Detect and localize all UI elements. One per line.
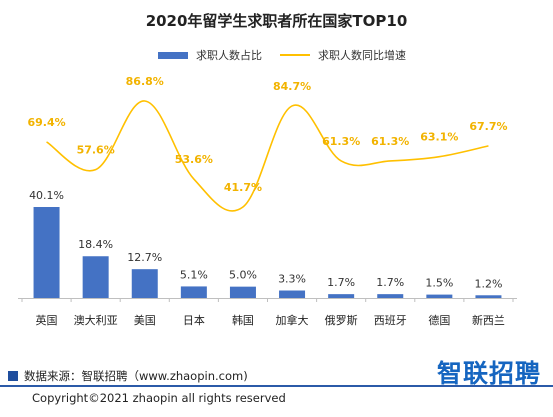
category-label: 西班牙 — [374, 314, 407, 327]
bar-value-label: 5.0% — [229, 269, 257, 282]
source-text: 数据来源：智联招聘（www.zhaopin.com) — [24, 369, 248, 383]
brand-logo: 智联招聘 — [437, 359, 542, 388]
legend-line-swatch — [280, 54, 310, 56]
line-value-label: 63.1% — [420, 131, 458, 144]
line-value-label: 57.6% — [77, 144, 115, 157]
legend-item-bar: 求职人数占比 — [158, 47, 262, 63]
category-label: 新西兰 — [472, 313, 505, 327]
growth-rate-line — [46, 100, 489, 212]
legend-bar-label: 求职人数占比 — [196, 49, 262, 62]
line-value-label: 67.7% — [469, 120, 507, 133]
legend-item-line: 求职人数同比增速 — [280, 47, 406, 63]
footer-divider — [0, 385, 553, 387]
line-value-label: 86.8% — [126, 75, 164, 88]
bar — [229, 286, 256, 298]
category-label: 日本 — [183, 313, 205, 327]
category-label: 美国 — [134, 314, 156, 327]
bar-value-label: 18.4% — [78, 238, 113, 251]
line-value-label: 61.3% — [322, 135, 360, 148]
bar — [180, 286, 207, 298]
category-label: 德国 — [428, 313, 450, 327]
bar-value-label: 12.7% — [127, 251, 162, 264]
category-label: 英国 — [36, 313, 58, 327]
category-label: 澳大利亚 — [74, 313, 118, 327]
bar-value-label: 1.2% — [474, 277, 502, 290]
category-label: 俄罗斯 — [325, 314, 358, 327]
source-marker-icon — [8, 371, 18, 381]
bar-value-label: 5.1% — [180, 268, 208, 281]
bar — [279, 290, 306, 298]
line-value-label: 84.7% — [273, 80, 311, 93]
line-value-label: 61.3% — [371, 135, 409, 148]
data-source: 数据来源：智联招聘（www.zhaopin.com) — [8, 368, 248, 384]
chart-plot: 40.1% 英国 18.4% 澳大利亚 12.7% 美国 5.1% 日本 5.0% 韩国 3.3% 加… — [18, 75, 517, 327]
bar — [426, 294, 453, 298]
chart-title: 2020年留学生求职者所在国家TOP10 — [145, 12, 408, 30]
bar — [328, 294, 355, 298]
legend-bar-swatch — [158, 51, 188, 59]
line-value-label: 69.4% — [27, 116, 65, 129]
bar-value-label: 1.5% — [425, 277, 453, 290]
category-label: 韩国 — [232, 313, 254, 327]
category-label: 加拿大 — [276, 313, 309, 327]
bar — [377, 294, 404, 298]
bar — [475, 295, 502, 298]
copyright-text: Copyright©2021 zhaopin all rights reserv… — [32, 391, 286, 405]
line-value-label: 41.7% — [224, 181, 262, 194]
bar-value-label: 1.7% — [376, 276, 404, 289]
bar-value-label: 1.7% — [327, 276, 355, 289]
bar-value-label: 3.3% — [278, 273, 306, 286]
bar — [82, 256, 109, 298]
bar-value-label: 40.1% — [29, 189, 64, 202]
line-value-label: 53.6% — [175, 153, 213, 166]
bar — [131, 269, 158, 298]
bar — [33, 207, 60, 298]
legend-line-label: 求职人数同比增速 — [318, 49, 406, 62]
